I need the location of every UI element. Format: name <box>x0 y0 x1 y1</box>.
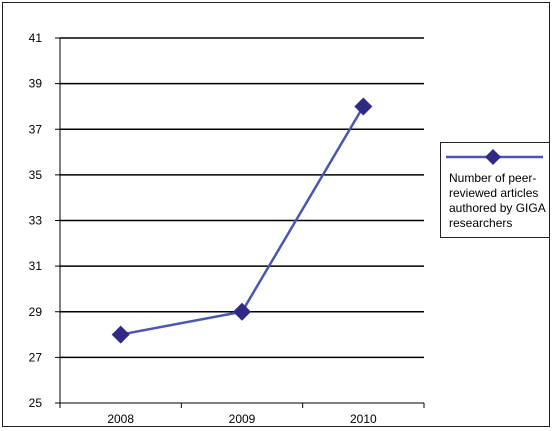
y-tick-label-41: 41 <box>29 31 43 45</box>
x-tick-label-2009: 2009 <box>229 412 256 426</box>
legend-swatch <box>446 149 543 165</box>
y-tick-label-29: 29 <box>29 305 43 319</box>
x-tick-label-2008: 2008 <box>107 412 134 426</box>
data-point-2008 <box>111 325 130 344</box>
series-group <box>111 97 373 344</box>
x-tick-labels: 2008 2009 2010 <box>107 412 377 426</box>
y-tick-label-39: 39 <box>29 77 43 91</box>
x-tick-label-2010: 2010 <box>350 412 377 426</box>
y-tick-label-27: 27 <box>29 350 43 364</box>
legend: Number of peer-reviewed articles authore… <box>440 142 550 238</box>
legend-label: Number of peer-reviewed articles authore… <box>449 171 546 230</box>
gridlines <box>60 37 424 359</box>
legend-marker <box>485 149 501 165</box>
y-tick-label-33: 33 <box>29 214 43 228</box>
y-tick-label-37: 37 <box>29 122 43 136</box>
data-point-2010 <box>354 97 373 116</box>
y-tick-label-31: 31 <box>29 259 43 273</box>
y-tick-labels: 25 27 29 31 33 35 37 39 41 <box>29 31 43 410</box>
y-tick-label-35: 35 <box>29 168 43 182</box>
data-point-2009 <box>233 302 251 321</box>
axes <box>55 37 425 408</box>
y-tick-label-25: 25 <box>29 396 43 410</box>
